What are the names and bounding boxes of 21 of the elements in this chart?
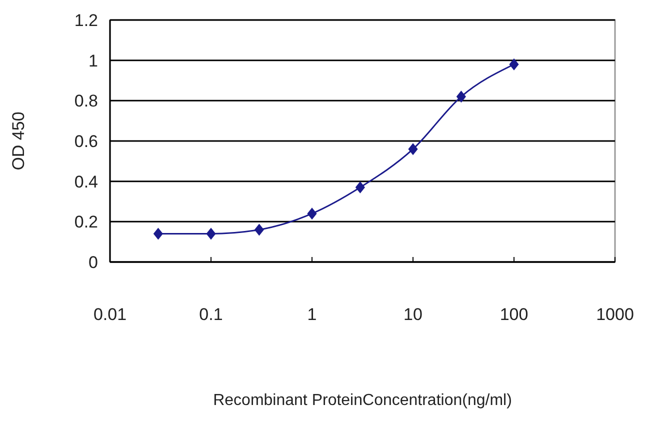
point (307, 208, 317, 220)
x-tick-label: 1000 (596, 305, 634, 324)
y-tick-label: 0.6 (74, 132, 98, 151)
x-tick-label: 0.1 (199, 305, 223, 324)
x-tick-label: 10 (404, 305, 422, 324)
x-tick-label: 0.01 (93, 305, 127, 324)
y-tick-label: 1.2 (74, 11, 98, 30)
x-tick-label: 1 (307, 305, 317, 324)
y-tick-label: 0 (88, 253, 98, 272)
point (408, 143, 418, 156)
y-tick-label: 0.2 (74, 212, 98, 232)
point (153, 228, 163, 240)
y-tick-label: 0.8 (74, 92, 98, 111)
y-tick-label: 1 (88, 51, 98, 70)
x-tick-label: 100 (500, 305, 528, 324)
point (254, 224, 264, 236)
point (509, 58, 519, 70)
point (355, 181, 365, 194)
y-tick-label: 0.4 (74, 172, 98, 192)
y-axis-title: OD 450 (9, 112, 28, 170)
x-axis-title: Recombinant ProteinConcentration(ng/ml) (213, 392, 512, 409)
